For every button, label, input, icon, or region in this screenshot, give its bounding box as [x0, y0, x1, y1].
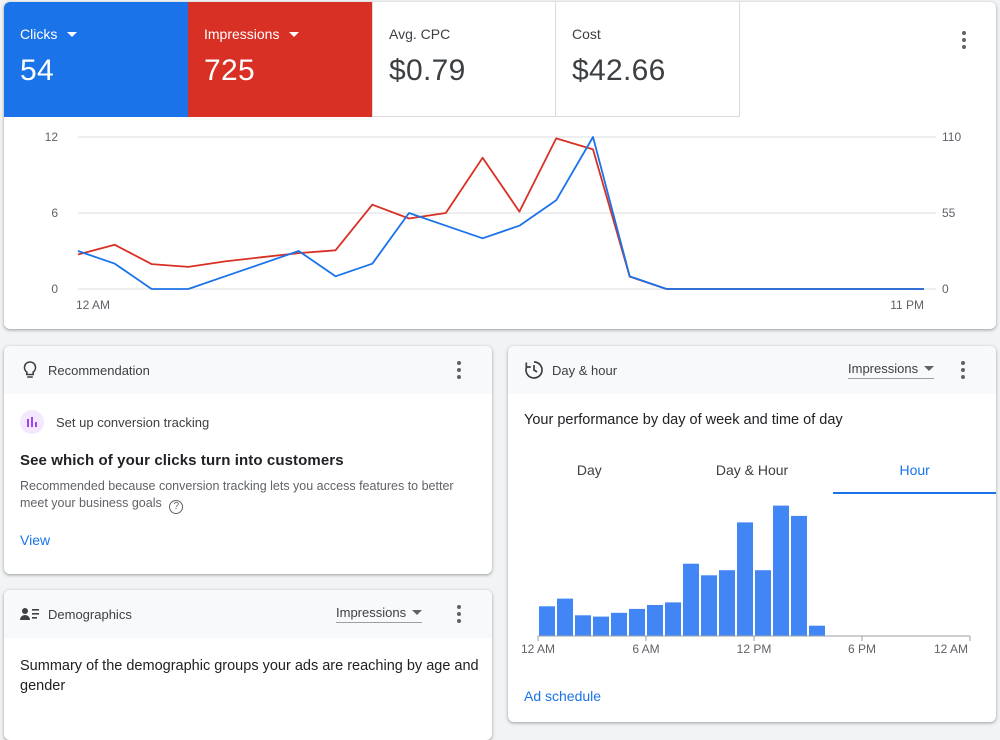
view-link[interactable]: View	[20, 532, 51, 548]
cost-metric-tile[interactable]: Cost $42.66	[556, 2, 740, 117]
more-options-icon[interactable]	[447, 358, 471, 382]
tab-day-and-hour[interactable]: Day & Hour	[715, 462, 789, 478]
x-tick-label: 6 AM	[632, 642, 659, 656]
demographics-header-title: Demographics	[48, 606, 132, 622]
y-left-tick-label: 6	[51, 206, 58, 220]
help-icon[interactable]: ?	[169, 500, 184, 514]
clicks-metric-label[interactable]: Clicks	[20, 26, 172, 42]
hour-bar	[593, 616, 609, 636]
recommendation-header: Recommendation	[4, 346, 492, 394]
x-tick-label: 6 PM	[848, 642, 876, 656]
ad-schedule-link[interactable]: Ad schedule	[524, 688, 602, 704]
clicks-metric-value: 54	[20, 54, 54, 87]
day-hour-header: Day & hour	[508, 346, 996, 394]
day-hour-metric-dropdown[interactable]: Impressions	[848, 361, 935, 379]
chevron-down-icon	[924, 366, 935, 371]
more-options-icon[interactable]	[951, 358, 975, 382]
avg-cpc-metric-tile[interactable]: Avg. CPC $0.79	[372, 2, 556, 117]
hour-bar	[683, 563, 699, 636]
hour-bar	[701, 575, 717, 636]
impressions-metric-tile[interactable]: Impressions 725	[188, 2, 372, 117]
impressions-label-text: Impressions	[204, 26, 280, 42]
hour-bar	[611, 612, 627, 636]
day-hour-header-title: Day & hour	[552, 362, 618, 378]
lightbulb-icon	[20, 360, 40, 380]
recommendation-description: Recommended because conversion tracking …	[20, 478, 470, 514]
demographics-title: Summary of the demographic groups your a…	[20, 658, 479, 694]
x-tick-label: 12 AM	[521, 642, 555, 656]
clicks-series-line	[77, 136, 924, 290]
y-right-tick-label: 55	[942, 206, 956, 220]
clicks-metric-tile[interactable]: Clicks 54	[4, 2, 188, 117]
recommendation-card: Recommendation Set up conversion trackin…	[4, 346, 492, 574]
demographics-header: Demographics	[4, 590, 492, 638]
day-hour-card: Day & hour Impressions Your performance …	[508, 346, 996, 722]
more-options-icon[interactable]	[447, 602, 471, 626]
people-list-icon	[20, 604, 40, 624]
hour-bar	[737, 522, 753, 636]
clock-icon	[524, 360, 544, 380]
hour-bar	[647, 605, 663, 636]
day-hour-dropdown-value: Impressions	[848, 361, 919, 376]
x-tick-label: 12 AM	[76, 298, 110, 312]
chevron-down-icon	[67, 31, 78, 37]
avg-cpc-metric-value: $0.79	[389, 54, 466, 87]
clicks-label-text: Clicks	[20, 26, 58, 42]
recommendation-item: Set up conversion tracking	[20, 410, 209, 434]
y-right-tick-label: 110	[942, 130, 961, 144]
impressions-series-line	[77, 137, 924, 290]
hour-bar	[773, 505, 789, 636]
hour-bar	[557, 598, 573, 636]
hour-bar	[719, 570, 735, 636]
hour-bar	[665, 602, 681, 636]
y-left-tick-label: 12	[45, 130, 59, 144]
demographics-card: Demographics Impressions Summary of the …	[4, 590, 492, 740]
cost-metric-value: $42.66	[572, 54, 666, 87]
performance-line-chart: 12 110 6 55 0 0 12 AM 11 PM	[45, 130, 962, 312]
hour-bar	[539, 606, 555, 636]
tab-day[interactable]: Day	[576, 462, 602, 478]
impressions-metric-label[interactable]: Impressions	[204, 26, 356, 42]
hour-bar	[809, 625, 825, 636]
recommendation-header-title: Recommendation	[48, 362, 150, 378]
tab-hour[interactable]: Hour	[833, 446, 996, 494]
day-hour-tabs: Day Day & Hour Hour	[508, 446, 996, 494]
impressions-metric-value: 725	[204, 54, 255, 87]
hour-bar	[755, 570, 771, 636]
y-left-tick-label: 0	[51, 282, 58, 296]
hour-bar	[629, 608, 645, 636]
recommendation-description-text: Recommended because conversion tracking …	[20, 479, 454, 510]
bar-chart-icon	[20, 410, 44, 434]
day-hour-title: Your performance by day of week and time…	[524, 412, 843, 428]
hour-bar	[791, 515, 807, 636]
avg-cpc-metric-label: Avg. CPC	[389, 26, 451, 42]
recommendation-item-label: Set up conversion tracking	[56, 414, 210, 430]
y-right-tick-label: 0	[942, 282, 949, 296]
hour-bar	[575, 615, 591, 636]
demographics-dropdown-value: Impressions	[336, 605, 407, 620]
demographics-metric-dropdown[interactable]: Impressions	[336, 605, 423, 623]
x-tick-label: 11 PM	[890, 298, 924, 312]
more-options-icon[interactable]	[952, 28, 976, 52]
recommendation-title: See which of your clicks turn into custo…	[20, 452, 344, 469]
chevron-down-icon	[412, 610, 423, 615]
cost-metric-label: Cost	[572, 26, 601, 42]
hourly-bar-chart: 12 AM 6 AM 12 PM 6 PM 12 AM	[521, 505, 971, 656]
x-tick-label: 12 PM	[737, 642, 772, 656]
summary-card: Clicks 54 Impressions 725 Avg. CPC $0.79…	[4, 2, 996, 329]
chevron-down-icon	[289, 31, 300, 37]
x-tick-label: 12 AM	[934, 642, 968, 656]
